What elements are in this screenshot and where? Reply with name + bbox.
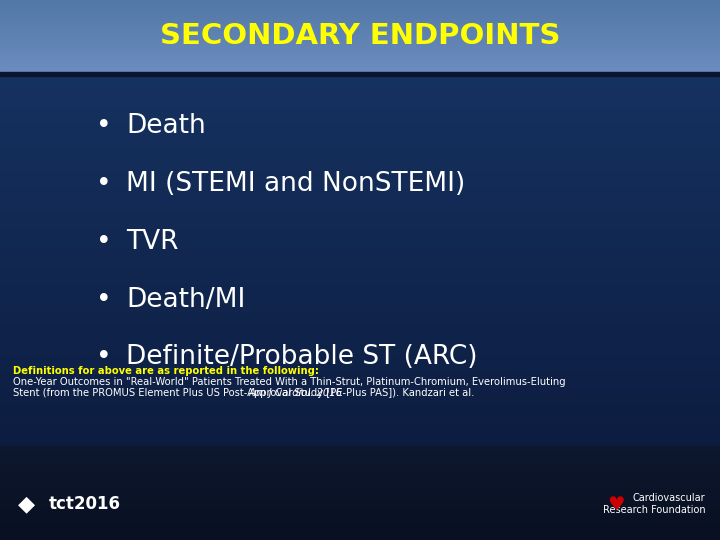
Text: Stent (from the PROMUS Element Plus US Post-Approval Study [PE-Plus PAS]). Kandz: Stent (from the PROMUS Element Plus US P… xyxy=(13,388,474,398)
Text: One-Year Outcomes in "Real-World" Patients Treated With a Thin-Strut, Platinum-C: One-Year Outcomes in "Real-World" Patien… xyxy=(13,377,566,387)
Text: tct2016: tct2016 xyxy=(49,495,121,514)
Text: Cardiovascular
Research Foundation: Cardiovascular Research Foundation xyxy=(603,494,706,515)
Text: •: • xyxy=(96,345,112,370)
Text: ♥: ♥ xyxy=(607,495,624,514)
Text: Definite/Probable ST (ARC): Definite/Probable ST (ARC) xyxy=(126,345,477,370)
Text: MI (STEMI and NonSTEMI): MI (STEMI and NonSTEMI) xyxy=(126,171,465,197)
Text: ◆: ◆ xyxy=(18,494,35,514)
Text: Am J Cardiol. 2016: Am J Cardiol. 2016 xyxy=(246,388,342,398)
Text: •: • xyxy=(96,113,112,139)
Text: Death: Death xyxy=(126,113,206,139)
Text: Definitions for above are as reported in the following:: Definitions for above are as reported in… xyxy=(13,366,319,376)
Text: TVR: TVR xyxy=(126,229,179,255)
Text: •: • xyxy=(96,287,112,313)
Text: •: • xyxy=(96,229,112,255)
Text: SECONDARY ENDPOINTS: SECONDARY ENDPOINTS xyxy=(160,22,560,50)
Text: •: • xyxy=(96,171,112,197)
Text: Death/MI: Death/MI xyxy=(126,287,246,313)
